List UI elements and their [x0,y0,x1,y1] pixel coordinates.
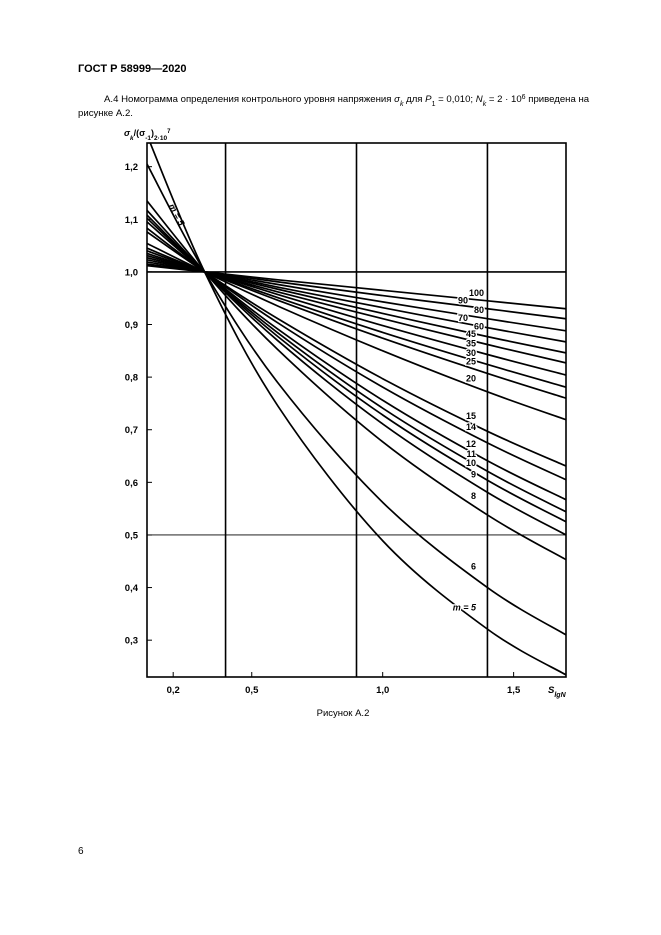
curve-label: 11 [466,449,476,459]
y-tick-label: 0,7 [125,425,138,436]
y-tick-label: 0,9 [125,320,138,331]
curve-label: 60 [474,322,484,332]
x-tick-label: 0,5 [245,685,259,696]
curve-label: 100 [469,288,484,298]
x-tick-label: 0,2 [167,685,180,696]
text: 6 [522,94,526,101]
curve-label: 25 [466,356,476,366]
text: P [425,94,432,105]
text: 7 [167,129,171,135]
x-axis-label: SlgN [548,685,567,699]
curve-label: 6 [471,562,476,572]
text: S [548,685,555,696]
y-tick-label: 0,5 [125,530,139,541]
curve-label: 80 [474,305,484,315]
text: σ [124,128,131,138]
curve-label: 90 [458,295,468,305]
text: А.4 Номограмма определения контрольного … [104,94,394,105]
text: 1 [432,101,436,108]
curve-label: 9 [471,469,476,479]
curve [149,143,566,676]
y-tick-label: 0,4 [125,583,139,594]
text: k [130,135,134,142]
curve [147,163,566,636]
text: = 2 · 10 [486,94,521,105]
curve-label: 14 [466,422,476,432]
curve-label: 10 [466,458,476,468]
page-number: 6 [78,846,84,857]
curve-label: m = 5 [453,603,477,613]
figure-caption: Рисунок А.2 [317,708,370,719]
text: k [400,101,404,108]
paragraph-line: рисунке А.2. [78,108,133,119]
curve-label: 45 [466,329,476,339]
paragraph-line: А.4 Номограмма определения контрольного … [104,94,590,108]
text: приведена на [526,94,590,105]
curve-label: 12 [466,439,476,449]
text: -1 [145,135,151,142]
text: для [403,94,425,105]
y-tick-label: 0,8 [125,373,138,384]
text: ) [151,128,154,138]
curves [147,143,566,676]
curve-label: 30 [466,348,476,358]
text: lgN [554,692,566,699]
curve-label: 35 [466,338,476,348]
text: /(σ [134,128,146,138]
y-tick-label: 1,1 [125,215,139,226]
y-tick-label: 1,0 [125,267,138,278]
text: σ [394,94,401,105]
text: N [476,94,483,105]
x-tick-label: 1,5 [507,685,521,696]
text: = 0,010; [435,94,475,105]
curve-label: 15 [466,411,476,421]
y-tick-label: 1,2 [125,162,138,173]
text: 2·10 [154,135,167,142]
y-axis-label: σk/(σ-1)2·107 [124,128,171,142]
text: k [483,101,487,108]
x-tick-label: 1,0 [376,685,389,696]
y-tick-label: 0,6 [125,478,138,489]
curve-label: 8 [471,491,476,501]
header: ГОСТ Р 58999—2020 [78,63,187,75]
curve-label: 20 [466,374,476,384]
y-tick-label: 0,3 [125,636,138,647]
curve-label: 70 [458,313,468,323]
